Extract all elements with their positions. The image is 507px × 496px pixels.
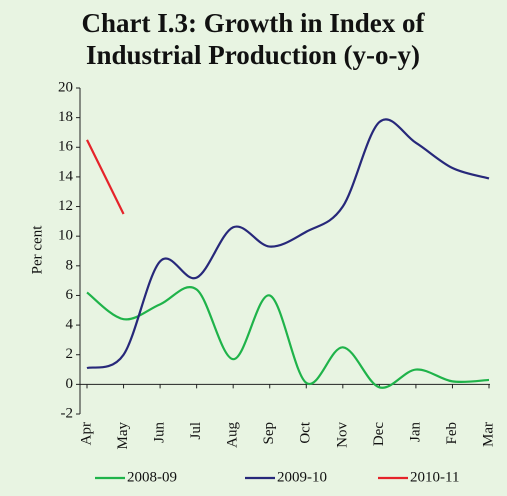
x-tick-label: Jun — [152, 422, 168, 443]
y-axis-label: Per cent — [29, 225, 45, 275]
x-tick-label: Oct — [298, 421, 314, 443]
y-tick-label: 14 — [58, 168, 74, 184]
x-tick-label: Aug — [225, 422, 241, 448]
x-tick-label: Jul — [188, 422, 204, 440]
y-tick-label: 12 — [58, 198, 73, 214]
chart-title: Industrial Production (y-o-y) — [86, 40, 420, 70]
line-series — [86, 139, 125, 215]
legend-label: 2008-09 — [127, 469, 177, 485]
x-tick-label: May — [115, 422, 131, 450]
x-tick-label: Feb — [444, 422, 460, 445]
y-tick-label: 0 — [66, 376, 74, 392]
chart-title: Chart I.3: Growth in Index of — [81, 8, 425, 38]
y-tick-label: -2 — [61, 405, 74, 421]
y-tick-label: 6 — [66, 287, 74, 303]
line-series — [86, 286, 490, 389]
legend-label: 2010-11 — [410, 469, 459, 485]
y-tick-label: 20 — [58, 79, 73, 95]
x-tick-label: Jan — [407, 422, 423, 442]
x-tick-label: Dec — [371, 422, 387, 446]
y-tick-label: 10 — [58, 228, 73, 244]
x-tick-label: Sep — [261, 422, 277, 445]
y-tick-label: 18 — [58, 109, 73, 125]
y-tick-label: 4 — [66, 317, 74, 333]
legend-label: 2009-10 — [277, 469, 327, 485]
y-tick-label: 2 — [66, 346, 74, 362]
x-tick-label: Apr — [78, 422, 94, 445]
y-tick-label: 8 — [66, 257, 74, 273]
y-tick-label: 16 — [58, 139, 74, 155]
x-tick-label: Nov — [334, 422, 350, 448]
x-tick-label: Mar — [480, 422, 496, 447]
line-series — [86, 118, 490, 370]
